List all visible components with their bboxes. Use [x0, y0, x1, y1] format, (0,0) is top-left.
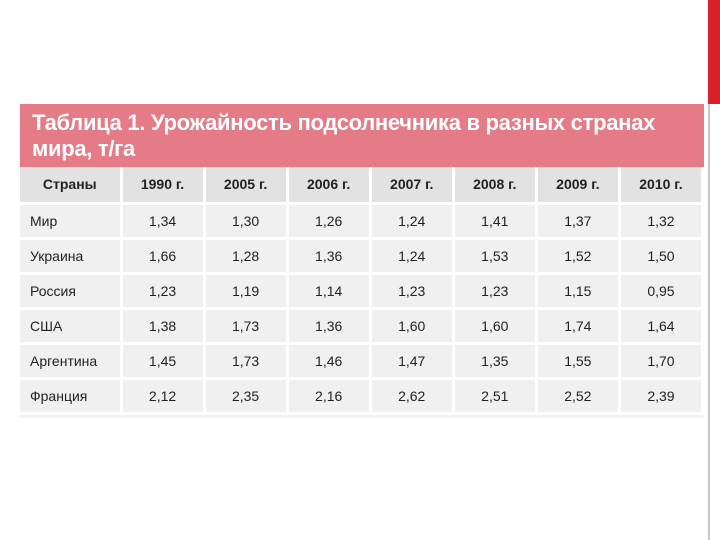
value-cell: 1,24 — [370, 238, 455, 275]
table-title-band: Таблица 1. Урожайность подсолнечника в р… — [20, 104, 704, 167]
value-cell: 1,36 — [287, 308, 372, 345]
table-row: Россия 1,23 1,19 1,14 1,23 1,23 1,15 0,9… — [20, 273, 705, 310]
value-cell: 1,26 — [287, 203, 372, 240]
country-cell: США — [20, 308, 123, 345]
country-cell: Мир — [20, 203, 123, 240]
value-cell: 1,15 — [536, 273, 621, 310]
value-cell: 2,39 — [619, 378, 705, 415]
table-row: Франция 2,12 2,35 2,16 2,62 2,51 2,52 2,… — [20, 378, 705, 415]
value-cell: 2,62 — [370, 378, 455, 415]
value-cell: 1,60 — [453, 308, 538, 345]
value-cell: 1,14 — [287, 273, 372, 310]
value-cell: 0,95 — [619, 273, 705, 310]
value-cell: 1,30 — [204, 203, 289, 240]
country-cell: Франция — [20, 378, 123, 415]
value-cell: 1,52 — [536, 238, 621, 275]
table-row: Украина 1,66 1,28 1,36 1,24 1,53 1,52 1,… — [20, 238, 705, 275]
value-cell: 1,55 — [536, 343, 621, 380]
value-cell: 1,74 — [536, 308, 621, 345]
value-cell: 1,64 — [619, 308, 705, 345]
value-cell: 1,53 — [453, 238, 538, 275]
value-cell: 2,52 — [536, 378, 621, 415]
table-title: Таблица 1. Урожайность подсолнечника в р… — [32, 110, 656, 161]
table-row: США 1,38 1,73 1,36 1,60 1,60 1,74 1,64 — [20, 308, 705, 345]
column-header: Страны — [20, 167, 123, 205]
value-cell: 1,34 — [121, 203, 206, 240]
value-cell: 1,35 — [453, 343, 538, 380]
value-cell: 1,19 — [204, 273, 289, 310]
table-header-row: Страны 1990 г. 2005 г. 2006 г. 2007 г. 2… — [20, 167, 705, 205]
edge-divider-line — [708, 104, 710, 540]
column-header: 1990 г. — [121, 167, 206, 205]
country-cell: Украина — [20, 238, 123, 275]
value-cell: 1,38 — [121, 308, 206, 345]
value-cell: 1,60 — [370, 308, 455, 345]
value-cell: 1,70 — [619, 343, 705, 380]
table-row: Мир 1,34 1,30 1,26 1,24 1,41 1,37 1,32 — [20, 203, 705, 240]
value-cell: 1,73 — [204, 308, 289, 345]
country-cell: Россия — [20, 273, 123, 310]
column-header: 2007 г. — [370, 167, 455, 205]
value-cell: 1,24 — [370, 203, 455, 240]
value-cell: 1,41 — [453, 203, 538, 240]
value-cell: 2,35 — [204, 378, 289, 415]
value-cell: 1,36 — [287, 238, 372, 275]
column-header: 2006 г. — [287, 167, 372, 205]
yield-table-card: Таблица 1. Урожайность подсолнечника в р… — [20, 104, 705, 418]
value-cell: 2,12 — [121, 378, 206, 415]
yield-table: Страны 1990 г. 2005 г. 2006 г. 2007 г. 2… — [20, 167, 705, 415]
value-cell: 2,16 — [287, 378, 372, 415]
value-cell: 1,37 — [536, 203, 621, 240]
value-cell: 1,50 — [619, 238, 705, 275]
value-cell: 1,47 — [370, 343, 455, 380]
value-cell: 1,23 — [453, 273, 538, 310]
value-cell: 1,28 — [204, 238, 289, 275]
accent-edge-bar — [708, 0, 720, 104]
value-cell: 1,66 — [121, 238, 206, 275]
value-cell: 1,73 — [204, 343, 289, 380]
column-header: 2010 г. — [619, 167, 705, 205]
value-cell: 1,23 — [370, 273, 455, 310]
table-row: Аргентина 1,45 1,73 1,46 1,47 1,35 1,55 … — [20, 343, 705, 380]
value-cell: 1,46 — [287, 343, 372, 380]
value-cell: 1,45 — [121, 343, 206, 380]
value-cell: 2,51 — [453, 378, 538, 415]
value-cell: 1,32 — [619, 203, 705, 240]
country-cell: Аргентина — [20, 343, 123, 380]
column-header: 2008 г. — [453, 167, 538, 205]
column-header: 2009 г. — [536, 167, 621, 205]
value-cell: 1,23 — [121, 273, 206, 310]
column-header: 2005 г. — [204, 167, 289, 205]
